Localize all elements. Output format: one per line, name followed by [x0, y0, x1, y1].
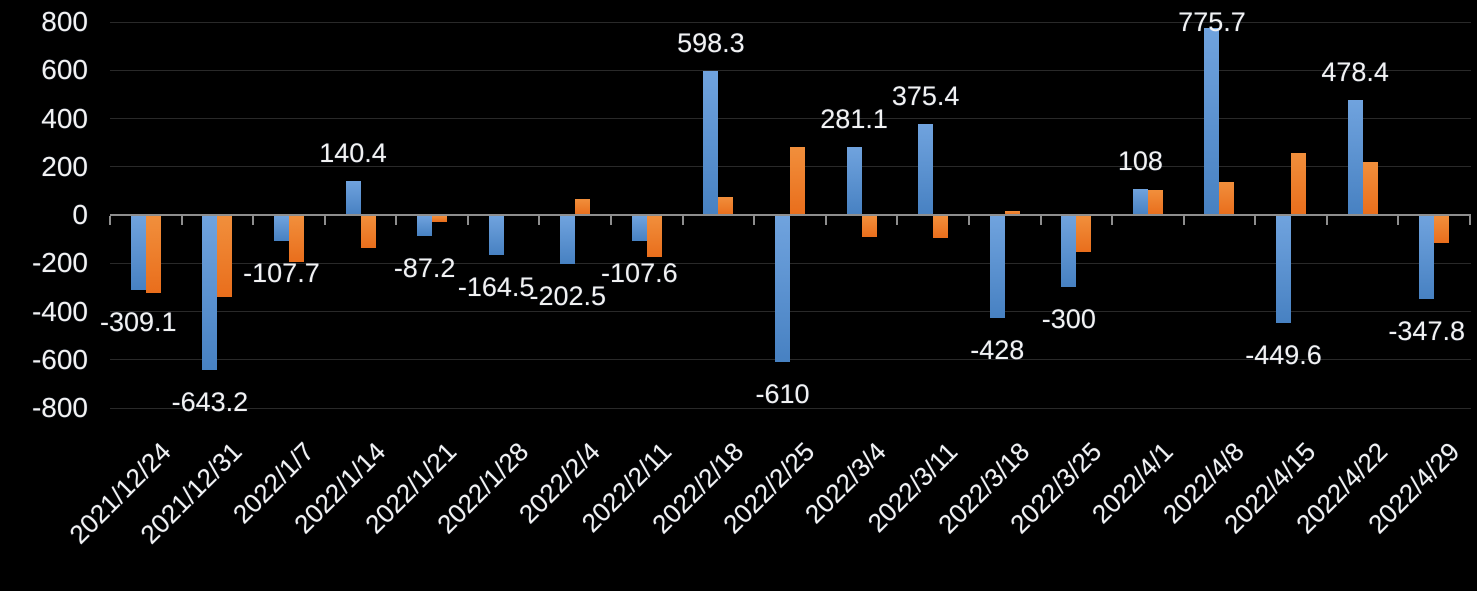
bar-orange	[1076, 216, 1092, 253]
data-label: -449.6	[1245, 340, 1322, 371]
gridline	[110, 262, 1471, 264]
bar-orange	[145, 216, 161, 294]
bar-orange	[718, 196, 734, 215]
x-axis-tick	[1254, 216, 1257, 225]
bar-blue	[345, 181, 361, 215]
x-axis-tick	[1111, 216, 1114, 225]
bar-orange	[1362, 161, 1378, 215]
bar-orange	[360, 216, 376, 248]
gridline	[110, 407, 1471, 409]
x-axis-tick	[252, 216, 255, 225]
data-label: 775.7	[1178, 7, 1246, 37]
bar-blue	[488, 216, 504, 255]
y-axis-tick-label: -600	[31, 343, 88, 375]
bar-blue	[1132, 188, 1148, 215]
y-axis-tick-label: 200	[41, 150, 88, 182]
x-axis-tick	[1397, 216, 1400, 225]
gridline	[110, 359, 1471, 361]
bar-blue	[273, 216, 289, 241]
bar-orange	[288, 216, 304, 263]
data-label: -347.8	[1388, 315, 1465, 346]
bar-blue	[918, 124, 934, 215]
bar-orange	[1291, 153, 1307, 215]
bar-blue	[130, 216, 146, 290]
bar-blue	[1347, 99, 1363, 215]
data-label: 140.4	[319, 138, 387, 169]
bar-orange	[432, 216, 448, 223]
y-axis-tick-label: 800	[41, 6, 88, 37]
data-label: -164.5	[457, 271, 535, 302]
x-axis-tick	[753, 216, 756, 225]
data-label: -643.2	[171, 387, 249, 418]
gridline	[110, 311, 1471, 312]
x-axis-tick	[395, 216, 398, 225]
bar-orange	[575, 199, 591, 215]
bar-blue	[417, 216, 433, 237]
bar-orange	[1219, 182, 1235, 215]
bar-blue	[703, 70, 719, 215]
data-label: -107.6	[601, 257, 678, 288]
bar-blue	[1276, 216, 1292, 324]
y-axis-tick-label: 0	[72, 199, 88, 230]
data-label: 375.4	[891, 81, 960, 112]
x-axis-tick	[180, 216, 183, 225]
data-label: 108	[1117, 145, 1163, 176]
bar-blue	[846, 147, 862, 215]
x-axis-tick	[109, 216, 111, 225]
x-axis-tick	[466, 216, 469, 225]
x-axis-tick	[824, 216, 827, 225]
gridline	[110, 21, 1471, 23]
x-axis-tick	[610, 216, 613, 225]
gridline	[110, 69, 1471, 71]
x-axis-tick	[1325, 216, 1328, 225]
bar-orange	[790, 147, 805, 215]
y-axis-tick-label: -200	[31, 247, 88, 279]
x-axis-tick	[538, 216, 541, 225]
bar-orange	[1434, 216, 1450, 243]
bar-orange	[861, 216, 877, 237]
x-axis-tick	[1469, 216, 1471, 225]
data-label: -610	[755, 379, 810, 410]
data-label: 281.1	[820, 104, 888, 135]
y-axis-tick-label: 400	[41, 102, 88, 134]
data-label: -87.2	[393, 253, 456, 284]
data-label: -428	[970, 335, 1025, 366]
x-axis-tick	[681, 216, 684, 225]
bar-blue	[560, 216, 576, 264]
y-axis-tick-label: -400	[31, 295, 88, 327]
bar-blue	[202, 216, 218, 371]
bar-orange	[933, 216, 949, 238]
x-axis-tick	[967, 216, 970, 225]
bar-blue	[989, 216, 1005, 319]
x-axis-line	[110, 214, 1471, 216]
x-axis-tick	[896, 216, 899, 225]
data-label: -107.7	[243, 257, 320, 288]
x-axis-tick	[323, 216, 326, 225]
bar-orange	[1147, 189, 1163, 215]
data-label: 478.4	[1321, 56, 1389, 87]
bar-orange	[1004, 211, 1020, 215]
x-axis-tick	[1039, 216, 1042, 225]
data-label: -202.5	[529, 280, 607, 311]
bar-orange	[646, 216, 662, 258]
bar-blue	[775, 216, 790, 363]
gridline	[110, 118, 1471, 119]
data-label: -300	[1041, 304, 1096, 335]
data-label: -309.1	[100, 306, 177, 337]
y-axis-tick-label: 600	[41, 54, 88, 86]
bar-blue	[631, 216, 647, 241]
bar-blue	[1061, 216, 1077, 288]
bar-orange	[217, 216, 233, 298]
bar-blue	[1204, 27, 1220, 215]
y-axis-tick-label: -800	[31, 392, 88, 423]
x-axis-tick	[1182, 216, 1185, 225]
data-label: 598.3	[677, 27, 745, 58]
bar-blue	[1419, 216, 1435, 299]
